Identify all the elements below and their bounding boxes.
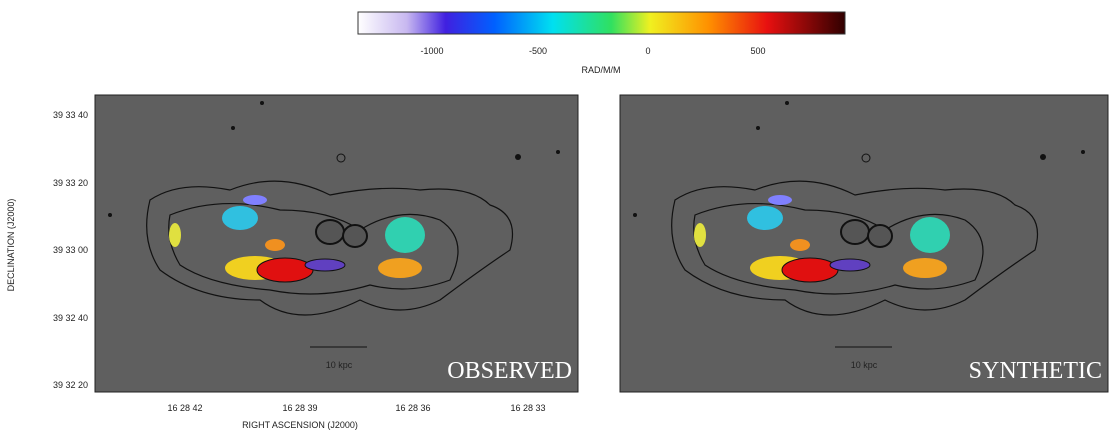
x-tick-label: 16 28 42 bbox=[167, 403, 202, 413]
x-tick-label: 16 28 39 bbox=[282, 403, 317, 413]
colorbar-label: RAD/M/M bbox=[582, 65, 621, 75]
y-tick-label: 39 33 40 bbox=[53, 110, 88, 120]
colorbar bbox=[357, 11, 846, 35]
x-axis-label: RIGHT ASCENSION (J2000) bbox=[242, 420, 358, 430]
x-tick-label: 16 28 36 bbox=[395, 403, 430, 413]
y-tick-label: 39 32 20 bbox=[53, 380, 88, 390]
colorbar-tick: -1000 bbox=[420, 46, 443, 56]
y-axis-label: DECLINATION (J2000) bbox=[6, 199, 16, 292]
panel-label: OBSERVED bbox=[447, 358, 572, 384]
colorbar-tick: 500 bbox=[750, 46, 765, 56]
panel-label: SYNTHETIC bbox=[969, 358, 1102, 384]
y-tick-label: 39 32 40 bbox=[53, 313, 88, 323]
y-tick-label: 39 33 20 bbox=[53, 178, 88, 188]
colorbar-tick: -500 bbox=[529, 46, 547, 56]
scale-label: 10 kpc bbox=[851, 360, 878, 370]
scale-label: 10 kpc bbox=[326, 360, 353, 370]
colorbar-tick: 0 bbox=[645, 46, 650, 56]
x-tick-label: 16 28 33 bbox=[510, 403, 545, 413]
y-tick-label: 39 33 00 bbox=[53, 245, 88, 255]
